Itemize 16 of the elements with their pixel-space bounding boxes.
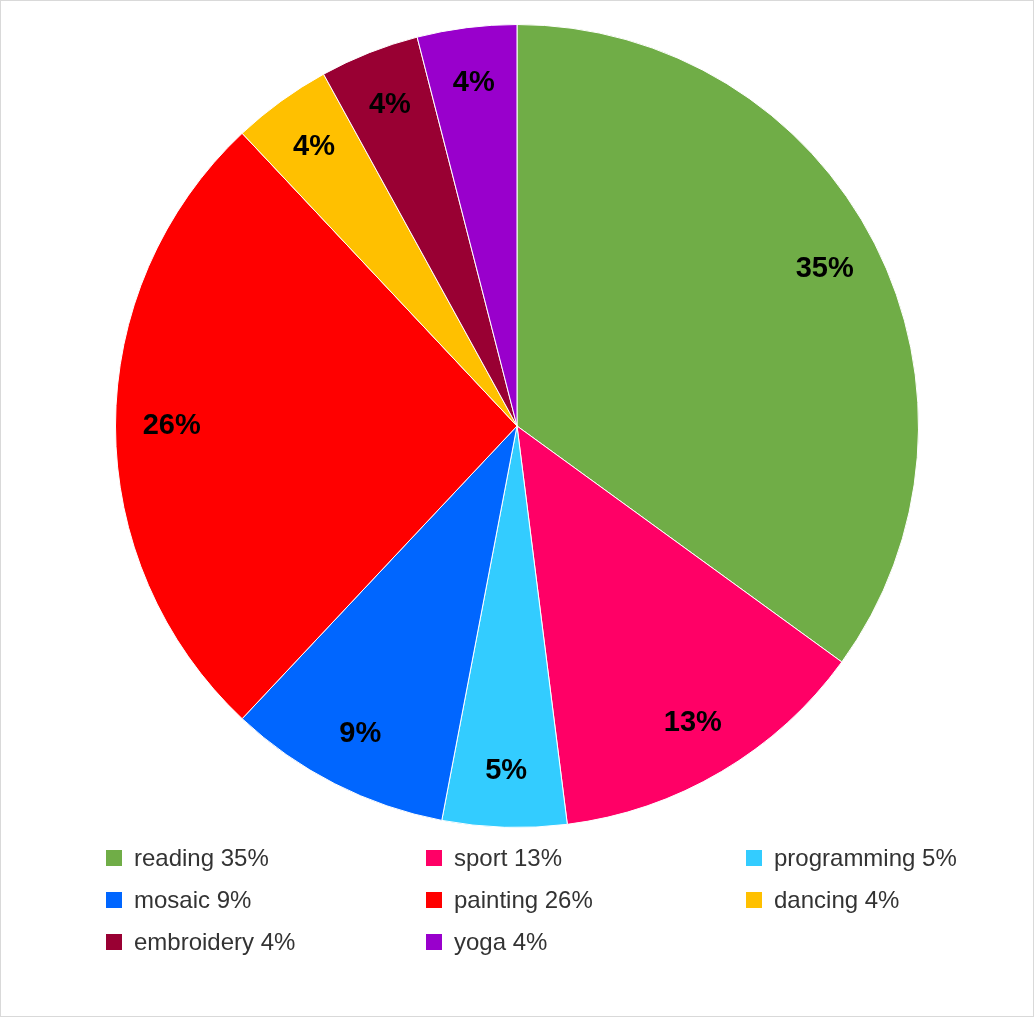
legend-label: yoga 4% xyxy=(454,928,548,956)
legend-label: mosaic 9% xyxy=(134,886,252,914)
data-label: 9% xyxy=(339,715,382,748)
data-label: 5% xyxy=(485,753,528,786)
data-label: 13% xyxy=(663,705,722,738)
legend-label: embroidery 4% xyxy=(134,928,296,956)
legend-label: sport 13% xyxy=(454,844,563,872)
data-label: 35% xyxy=(795,251,854,284)
data-label: 4% xyxy=(368,86,412,119)
legend-label: programming 5% xyxy=(774,844,957,872)
legend-label: painting 26% xyxy=(454,886,593,914)
legend-label: reading 35% xyxy=(134,844,269,872)
data-label: 4% xyxy=(293,128,336,161)
legend-label: dancing 4% xyxy=(774,886,900,914)
data-label: 26% xyxy=(142,408,201,440)
data-label: 4% xyxy=(452,65,495,98)
